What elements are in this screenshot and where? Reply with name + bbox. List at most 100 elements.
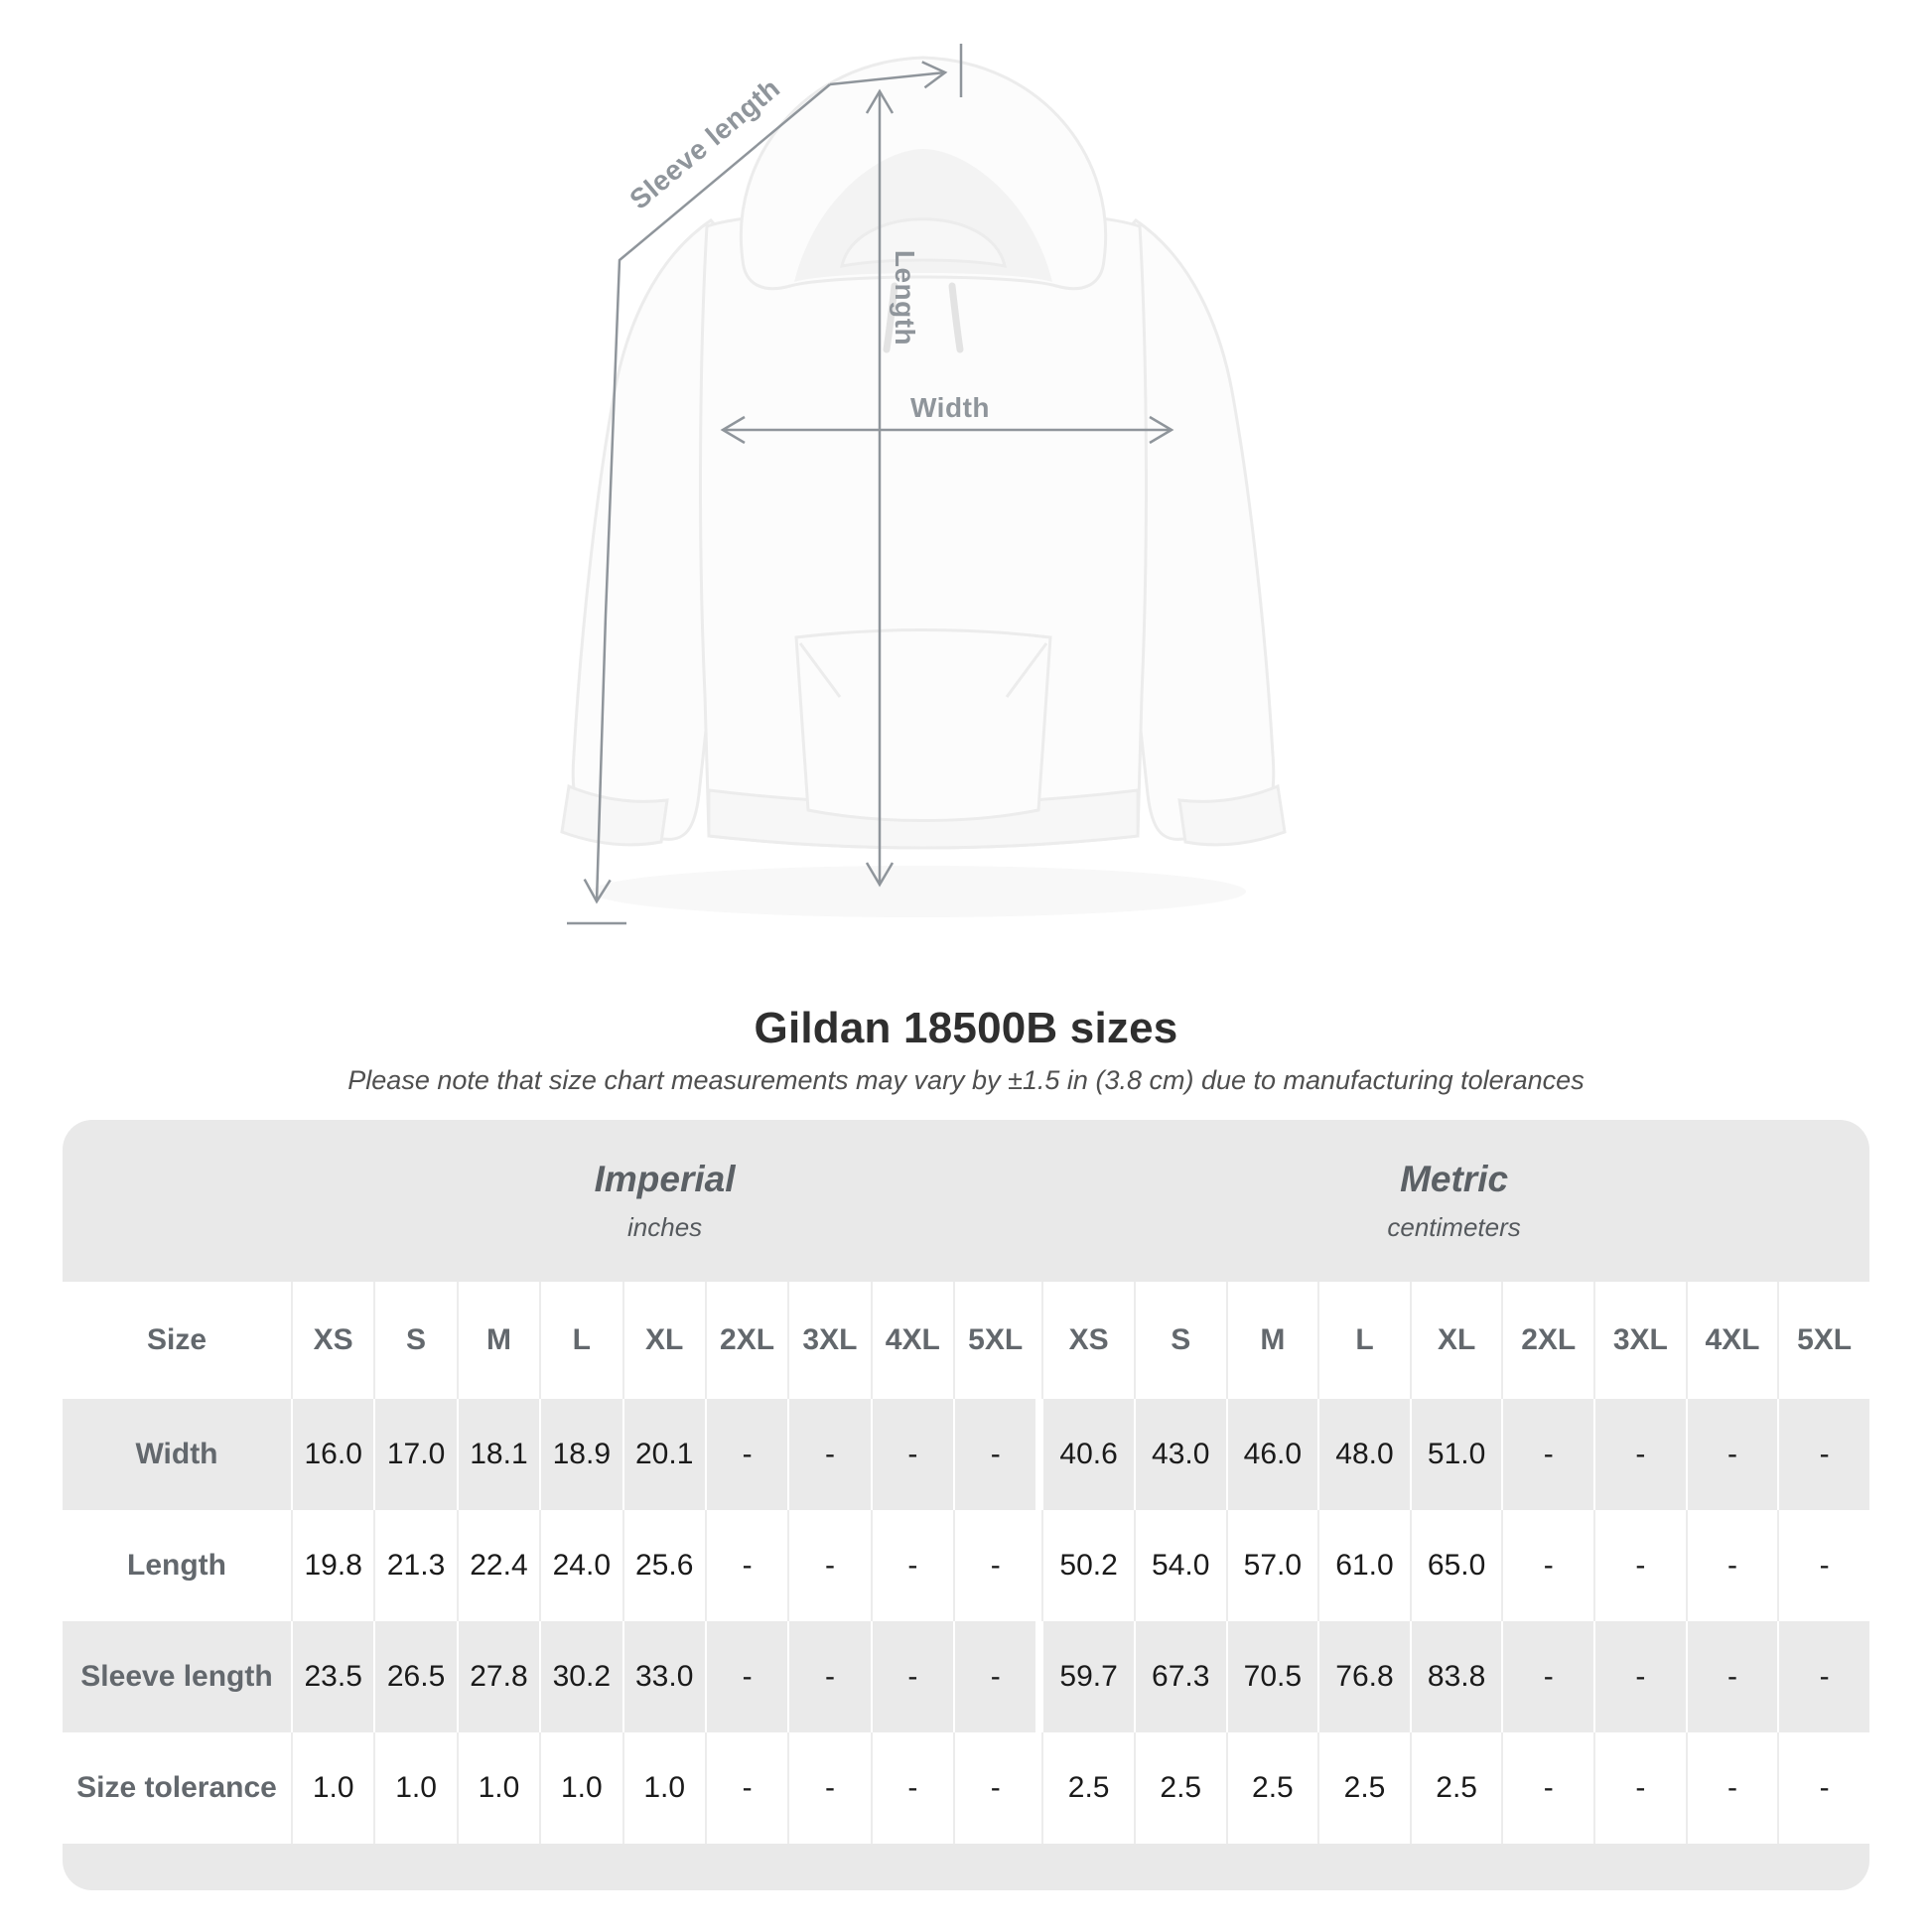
col-header-cell: XS: [291, 1282, 373, 1399]
value-cell: 61.0: [1317, 1510, 1410, 1621]
metric-values: 40.6 43.0 46.0 48.0 51.0 - - - -: [1035, 1399, 1869, 1510]
size-table: Imperial inches Metric centimeters Size …: [63, 1120, 1869, 1890]
col-header-cell: S: [1133, 1282, 1226, 1399]
value-cell: 83.8: [1409, 1621, 1502, 1732]
row-label: Length: [127, 1549, 226, 1582]
value-cell: -: [1593, 1732, 1686, 1844]
metric-values: 50.2 54.0 57.0 61.0 65.0 - - - -: [1035, 1510, 1869, 1621]
col-header-cell: XL: [1409, 1282, 1502, 1399]
col-header-cell: 3XL: [787, 1282, 870, 1399]
table-row-width: Width 16.0 17.0 18.1 18.9 20.1 - - - - 4…: [63, 1399, 1869, 1510]
value-cell: -: [1777, 1510, 1869, 1621]
col-header-cell: S: [373, 1282, 456, 1399]
value-cell: 70.5: [1225, 1621, 1318, 1732]
value-cell: -: [704, 1621, 787, 1732]
col-header-cell: XL: [621, 1282, 705, 1399]
value-cell: -: [1685, 1621, 1778, 1732]
col-header-cell: 2XL: [1501, 1282, 1593, 1399]
kangaroo-pocket: [794, 628, 1052, 822]
table-row-size-tolerance: Size tolerance 1.0 1.0 1.0 1.0 1.0 - - -…: [63, 1732, 1869, 1844]
right-cuff: [1177, 783, 1287, 847]
imperial-values: 19.8 21.3 22.4 24.0 25.6 - - - -: [291, 1510, 1035, 1621]
imperial-values: 16.0 17.0 18.1 18.9 20.1 - - - -: [291, 1399, 1035, 1510]
value-cell: -: [953, 1732, 1035, 1844]
row-label: Sleeve length: [80, 1660, 273, 1693]
size-header-label: Size: [146, 1323, 207, 1356]
value-cell: -: [1593, 1510, 1686, 1621]
value-cell: 40.6: [1041, 1399, 1134, 1510]
page-title: Gildan 18500B sizes: [754, 1004, 1178, 1052]
value-cell: 1.0: [621, 1732, 705, 1844]
value-cell: 59.7: [1041, 1621, 1134, 1732]
value-cell: 19.8: [291, 1510, 373, 1621]
value-cell: 76.8: [1317, 1621, 1410, 1732]
value-cell: -: [704, 1510, 787, 1621]
col-header-cell: 2XL: [704, 1282, 787, 1399]
value-cell: 22.4: [456, 1510, 539, 1621]
metric-group-title: Metric: [1400, 1159, 1509, 1199]
tolerance-note: Please note that size chart measurements…: [347, 1065, 1585, 1095]
value-cell: 2.5: [1409, 1732, 1502, 1844]
col-header-cell: M: [1225, 1282, 1318, 1399]
table-row-length: Length 19.8 21.3 22.4 24.0 25.6 - - - - …: [63, 1510, 1869, 1621]
table-row-sleeve-length: Sleeve length 23.5 26.5 27.8 30.2 33.0 -…: [63, 1621, 1869, 1732]
metric-size-headers: XS S M L XL 2XL 3XL 4XL 5XL: [1035, 1282, 1869, 1399]
value-cell: -: [787, 1399, 870, 1510]
value-cell: 48.0: [1317, 1399, 1410, 1510]
value-cell: -: [1777, 1399, 1869, 1510]
value-cell: -: [787, 1732, 870, 1844]
size-header-row: Size XS S M L XL 2XL 3XL 4XL 5XL XS S M …: [63, 1282, 1869, 1399]
value-cell: -: [704, 1732, 787, 1844]
value-cell: 57.0: [1225, 1510, 1318, 1621]
col-header-cell: XS: [1041, 1282, 1134, 1399]
pocket-opening-left: [798, 642, 842, 698]
value-cell: -: [870, 1621, 953, 1732]
value-cell: -: [1777, 1732, 1869, 1844]
pocket-opening-right: [1005, 642, 1048, 698]
value-cell: -: [870, 1399, 953, 1510]
value-cell: 33.0: [621, 1621, 705, 1732]
length-label: Length: [890, 250, 920, 345]
value-cell: 1.0: [373, 1732, 456, 1844]
value-cell: 46.0: [1225, 1399, 1318, 1510]
value-cell: 16.0: [291, 1399, 373, 1510]
sleeve-arrow-top: [829, 61, 948, 89]
hoodie-diagram: Sleeve length Length Width: [560, 44, 1287, 925]
col-header-cell: M: [456, 1282, 539, 1399]
value-cell: 1.0: [539, 1732, 621, 1844]
imperial-group-header: Imperial inches: [291, 1120, 1038, 1282]
value-cell: -: [870, 1510, 953, 1621]
hoodie-diagram-svg: Sleeve length Length Width: [560, 44, 1287, 925]
value-cell: 54.0: [1133, 1510, 1226, 1621]
value-cell: 20.1: [621, 1399, 705, 1510]
sleeve-arrow-down: [583, 83, 831, 904]
value-cell: -: [1777, 1621, 1869, 1732]
group-row-spacer: [63, 1120, 291, 1282]
value-cell: -: [704, 1399, 787, 1510]
value-cell: 50.2: [1041, 1510, 1134, 1621]
imperial-group-title: Imperial: [594, 1159, 736, 1199]
value-cell: 18.9: [539, 1399, 621, 1510]
unit-group-row: Imperial inches Metric centimeters: [63, 1120, 1869, 1282]
row-label: Width: [135, 1438, 218, 1470]
value-cell: -: [1501, 1732, 1593, 1844]
value-cell: -: [1593, 1399, 1686, 1510]
col-header-cell: L: [1317, 1282, 1410, 1399]
width-label: Width: [910, 392, 990, 423]
col-header-cell: 5XL: [1777, 1282, 1869, 1399]
value-cell: 18.1: [456, 1399, 539, 1510]
value-cell: 1.0: [456, 1732, 539, 1844]
imperial-values: 23.5 26.5 27.8 30.2 33.0 - - - -: [291, 1621, 1035, 1732]
value-cell: 67.3: [1133, 1621, 1226, 1732]
value-cell: -: [1501, 1399, 1593, 1510]
imperial-group-unit: inches: [627, 1212, 703, 1242]
value-cell: 43.0: [1133, 1399, 1226, 1510]
col-header-cell: L: [539, 1282, 621, 1399]
value-cell: 1.0: [291, 1732, 373, 1844]
left-cuff: [560, 783, 669, 847]
col-header-cell: 3XL: [1593, 1282, 1686, 1399]
imperial-size-headers: XS S M L XL 2XL 3XL 4XL 5XL: [291, 1282, 1035, 1399]
value-cell: -: [1685, 1510, 1778, 1621]
hoodie-illustration: [560, 56, 1287, 917]
